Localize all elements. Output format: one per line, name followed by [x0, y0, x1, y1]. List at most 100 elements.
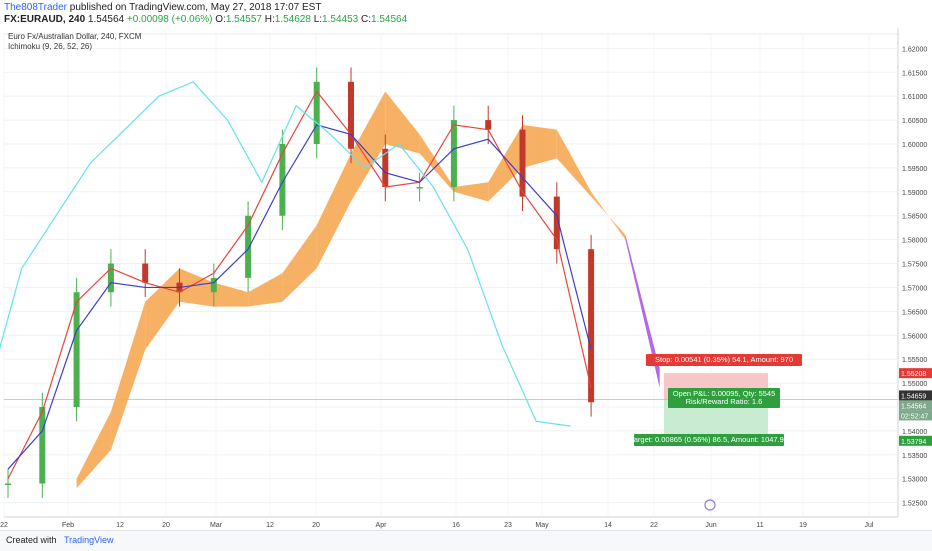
- x-tick-label: 23: [504, 522, 512, 529]
- close-label: C:: [360, 14, 371, 25]
- cloud-bull: [316, 153, 351, 269]
- candle: [519, 129, 526, 197]
- indicator-label[interactable]: Ichimoku (9, 26, 52, 26): [8, 42, 93, 51]
- cloud-bull: [488, 124, 523, 202]
- cloud-bull: [282, 225, 317, 302]
- author-link[interactable]: The808Trader: [4, 2, 67, 13]
- cloud-bull: [556, 129, 592, 197]
- close-value: 1.54564: [370, 14, 408, 25]
- low-label: L:: [313, 14, 323, 25]
- y-tick-label: 1.59000: [902, 190, 927, 197]
- x-tick-label: 22: [0, 522, 8, 529]
- candle: [313, 81, 320, 144]
- y-tick-label: 1.60000: [902, 142, 927, 149]
- target-price-label-text: 1.53794: [901, 439, 926, 446]
- cloud-bear: [625, 234, 660, 388]
- y-tick-label: 1.56000: [902, 333, 927, 340]
- target-badge[interactable]: [634, 434, 784, 446]
- y-tick-label: 1.58500: [902, 214, 927, 221]
- x-tick-label: 14: [604, 522, 612, 529]
- y-tick-label: 1.57000: [902, 285, 927, 292]
- target-price-label: [899, 435, 932, 446]
- candle: [485, 120, 492, 130]
- candle: [348, 81, 354, 149]
- chart-header: The808Trader published on TradingView.co…: [0, 0, 932, 28]
- stop-price-label-text: 1.55208: [901, 371, 926, 378]
- countdown-label: [899, 410, 932, 421]
- x-tick-label: Feb: [62, 522, 74, 529]
- instrument-label: Euro Fx/Australian Dollar, 240, FXCM: [8, 32, 142, 41]
- x-tick-label: 16: [452, 522, 460, 529]
- current-price-label-b-text: 1.54564: [901, 403, 926, 410]
- high-value: 1.54628: [274, 14, 311, 25]
- y-tick-label: 1.53000: [902, 477, 927, 484]
- target-badge-text: Target: 0.00865 (0.56%) 86.5, Amount: 10…: [630, 435, 788, 444]
- candle: [73, 292, 80, 408]
- cloud-bull: [179, 268, 214, 307]
- footer-bar: Created with TradingView: [0, 530, 932, 551]
- y-tick-label: 1.59500: [902, 166, 927, 173]
- y-tick-label: 1.55500: [902, 357, 927, 364]
- x-tick-label: Jun: [705, 522, 716, 529]
- symbol-label: FX:EURAUD, 240: [4, 14, 86, 25]
- chart-legend: Euro Fx/Australian Dollar, 240, FXCM Ich…: [8, 32, 141, 52]
- x-tick-label: 20: [312, 522, 320, 529]
- candle: [245, 215, 252, 278]
- y-tick-label: 1.61000: [902, 94, 927, 101]
- candle: [142, 263, 149, 283]
- candle: [210, 277, 217, 293]
- y-tick-label: 1.55000: [902, 381, 927, 388]
- candle: [553, 196, 560, 250]
- chikou-line: [0, 81, 571, 427]
- price-chart[interactable]: 1.62000 1.61500 1.61000 1.60500 1.60000 1.595…: [0, 28, 932, 530]
- kijun-line: [7, 124, 592, 470]
- change-value: +0.00098 (+0.06%): [126, 14, 213, 25]
- publish-info: published on TradingView.com, May 27, 20…: [69, 2, 322, 13]
- cloud-bull: [351, 91, 386, 202]
- x-tick-label: Apr: [376, 522, 388, 529]
- stop-badge-text: Stop: 0.00541 (0.35%) 54.1, Amount: 970: [655, 355, 793, 364]
- tradingview-logo[interactable]: TradingView: [64, 535, 114, 545]
- cloud-bull: [591, 191, 626, 240]
- y-tick-label: 1.52500: [902, 501, 927, 508]
- y-tick-label: 1.54000: [902, 429, 927, 436]
- low-value: 1.54453: [322, 14, 359, 25]
- cloud-bull: [522, 124, 557, 168]
- cloud-bull: [248, 273, 283, 307]
- stop-badge[interactable]: [646, 354, 802, 366]
- chart-area[interactable]: 1.62000 1.61500 1.61000 1.60500 1.60000 1.595…: [0, 28, 932, 530]
- open-value: 1.54557: [225, 14, 262, 25]
- cloud-bull: [110, 301, 146, 451]
- last-price: 1.54564: [87, 14, 125, 25]
- y-tick-label: 1.61500: [902, 70, 927, 77]
- candle: [416, 187, 423, 189]
- y-tick-label: 1.56500: [902, 309, 927, 316]
- pnl-badge[interactable]: [668, 388, 780, 408]
- countdown-label-text: 02:52:47: [901, 413, 928, 420]
- candle: [279, 143, 286, 216]
- tenkan-line: [7, 90, 592, 480]
- cloud-bull: [213, 282, 249, 307]
- current-price-label-a: [899, 390, 932, 401]
- pnl-badge-text: Open P&L: 0.00095, Qty: 5545: [673, 389, 776, 398]
- cloud-bull: [453, 182, 489, 202]
- x-tick-label: 12: [266, 522, 274, 529]
- cloud-bull: [385, 91, 420, 154]
- event-marker-icon[interactable]: [704, 499, 716, 511]
- pnl-badge-text: Risk/Reward Ratio: 1.6: [686, 397, 763, 406]
- publish-line: The808Trader published on TradingView.co…: [4, 2, 321, 13]
- current-price-label-a-text: 1.54659: [901, 393, 926, 400]
- price-axis-panel[interactable]: [898, 28, 932, 530]
- y-tick-label: 1.60500: [902, 118, 927, 125]
- candle: [382, 148, 389, 188]
- x-tick-label: May: [535, 522, 549, 529]
- current-price-label-b: [899, 400, 932, 411]
- y-tick-label: 1.58000: [902, 238, 927, 245]
- high-label: H:: [264, 14, 275, 25]
- candle: [107, 263, 114, 293]
- x-tick-label: 20: [162, 522, 170, 529]
- x-tick-label: 11: [756, 522, 763, 529]
- x-tick-label: 12: [116, 522, 124, 529]
- open-label: O:: [215, 14, 226, 25]
- x-tick-label: 19: [799, 522, 807, 529]
